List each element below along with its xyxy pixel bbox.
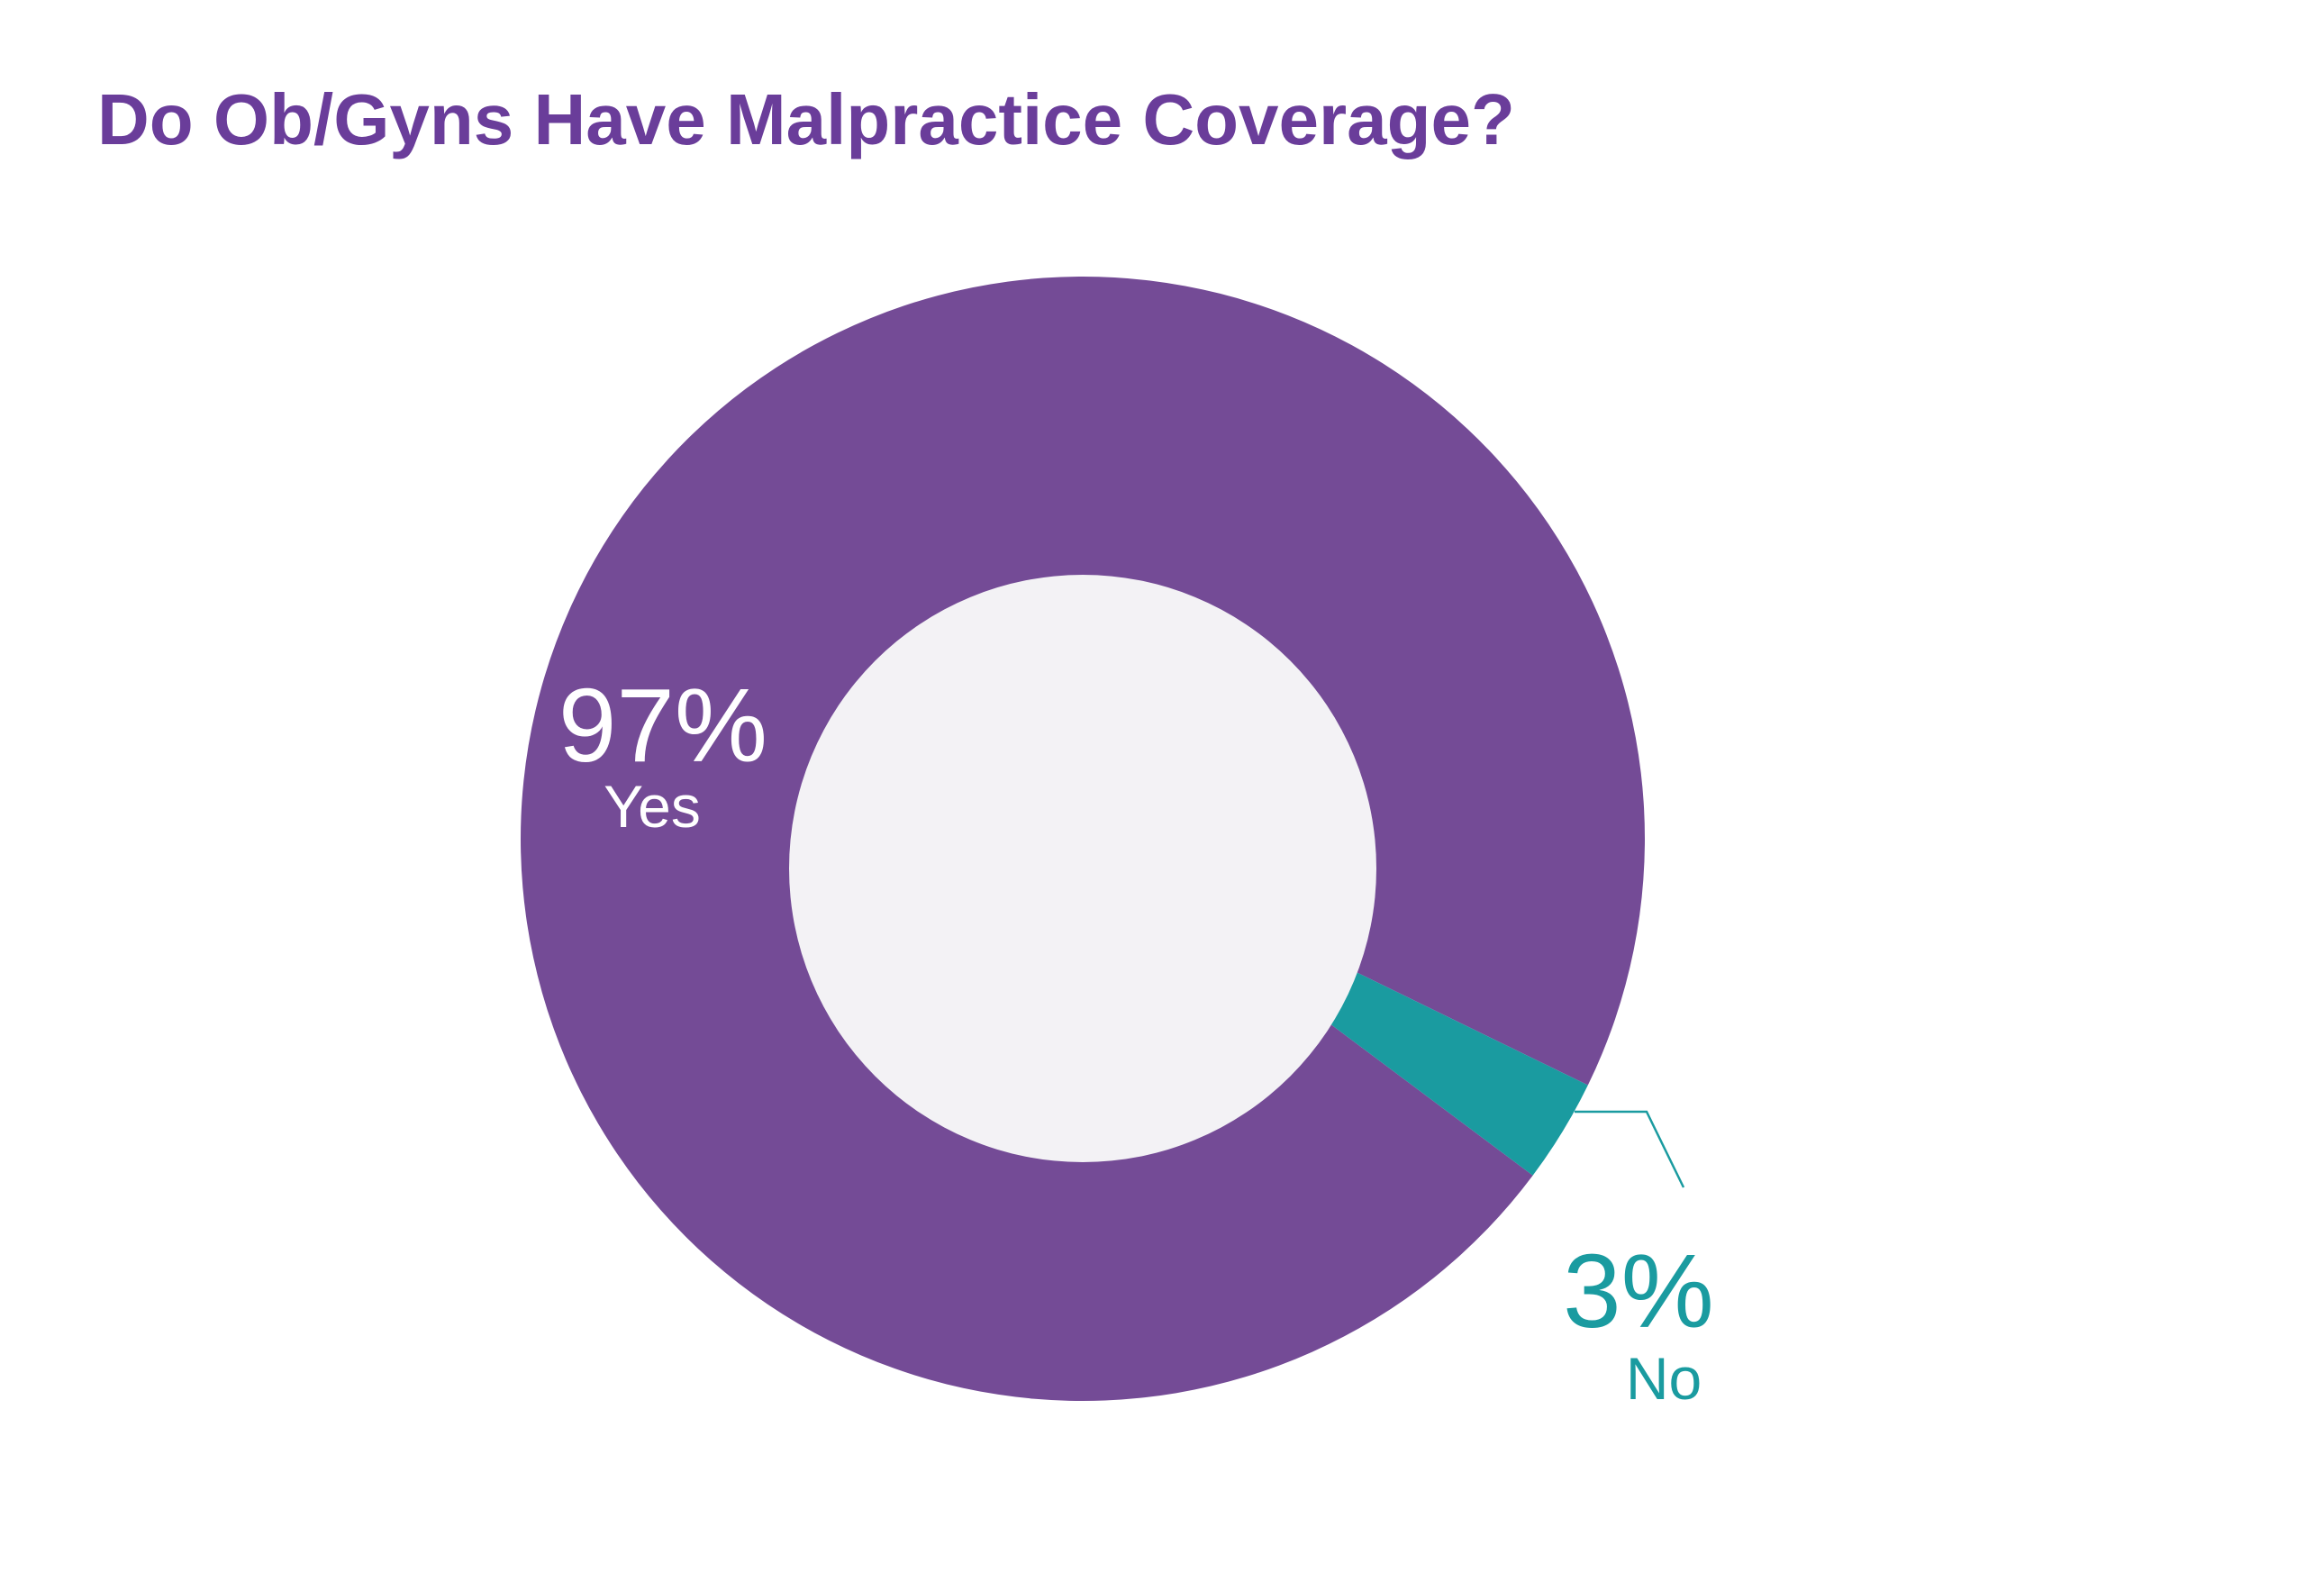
leader-line: [1575, 1110, 1685, 1188]
donut-hole: [789, 575, 1376, 1162]
category-label: Yes: [604, 773, 701, 840]
value-label: 3%: [1563, 1232, 1714, 1350]
chart-title: Do Ob/Gyns Have Malpractice Coverage?: [97, 79, 1515, 159]
value-label: 97%: [558, 667, 767, 784]
category-label: No: [1626, 1345, 1702, 1412]
